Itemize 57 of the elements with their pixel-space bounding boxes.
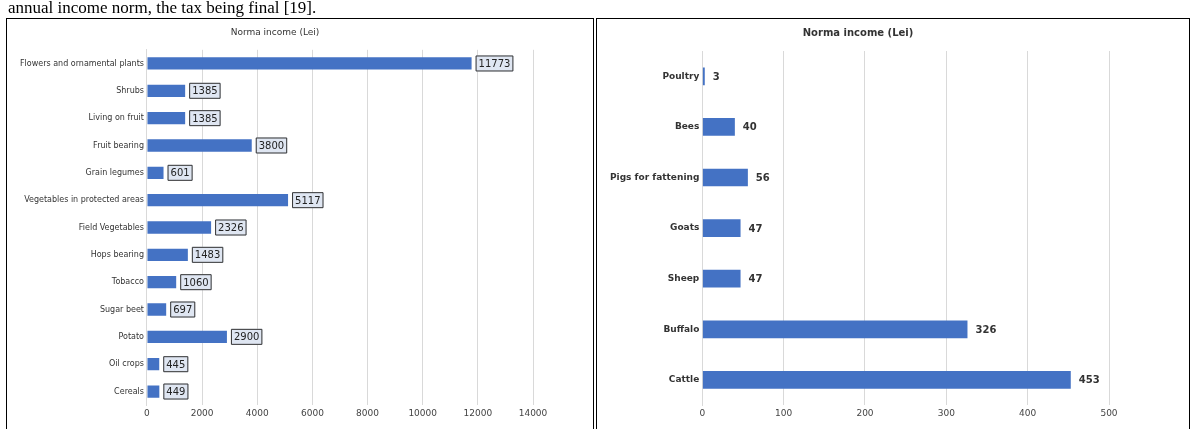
y-tick-label: Hops bearing [90, 249, 144, 259]
data-label: 2326 [218, 222, 244, 234]
data-label: 453 [1078, 374, 1100, 386]
x-tick-label: 0 [144, 407, 151, 418]
x-tick-label: 8000 [356, 407, 380, 418]
x-tick-label: 4000 [245, 407, 269, 418]
y-tick-label: Fruit bearing [93, 140, 144, 150]
x-tick-label: 10000 [408, 407, 438, 418]
data-label: 449 [166, 386, 186, 398]
y-tick-label: Oil crops [109, 359, 144, 369]
y-tick-label: Vegetables in protected areas [24, 195, 144, 205]
y-tick-label: Poultry [662, 70, 700, 81]
y-tick-label: Flowers and ornamental plants [19, 58, 144, 68]
y-tick-label: Cattle [668, 374, 700, 385]
y-tick-label: Field Vegetables [78, 222, 144, 232]
data-label: 40 [742, 121, 757, 133]
data-label: 697 [173, 304, 193, 316]
x-tick-label: 100 [775, 407, 793, 418]
data-label: 5117 [295, 194, 321, 206]
data-label: 47 [748, 273, 763, 285]
x-tick-label: 2000 [190, 407, 214, 418]
chart-title: Norma income (Lei) [230, 26, 320, 37]
data-label: 47 [748, 222, 763, 234]
text: annual income norm, the tax being final [19]. [8, 0, 317, 18]
data-label: 1385 [192, 85, 218, 97]
y-tick-label: Grain legumes [85, 167, 144, 177]
data-label: 601 [170, 167, 190, 179]
x-tick-label: 0 [699, 407, 706, 418]
data-label: 2900 [233, 331, 260, 343]
y-tick-label: Potato [118, 331, 145, 341]
x-tick-label: 14000 [518, 407, 548, 418]
y-tick-label: Tobacco [110, 277, 145, 287]
data-label: 3 [712, 70, 720, 82]
data-label: 1060 [183, 276, 209, 288]
y-tick-label: Cereals [114, 386, 144, 396]
data-label: 3800 [258, 140, 285, 152]
x-tick-label: 300 [937, 407, 956, 418]
x-tick-label: 12000 [463, 407, 493, 418]
x-tick-label: 6000 [300, 407, 325, 418]
y-tick-label: Shrubs [116, 85, 144, 95]
y-tick-label: Sugar beet [99, 304, 144, 314]
y-tick-label: Bees [674, 121, 700, 132]
data-label: 326 [975, 323, 997, 335]
data-label: 1483 [194, 249, 221, 261]
y-tick-label: Goats [670, 222, 700, 233]
y-tick-label: Living on fruit [88, 113, 144, 123]
data-label: 11773 [478, 58, 511, 70]
data-label: 56 [755, 172, 770, 184]
y-tick-label: Pigs for fattening [610, 171, 700, 182]
data-label: 1385 [192, 112, 218, 124]
chart-title: Norma income (Lei) [802, 26, 914, 38]
x-tick-label: 200 [856, 407, 874, 418]
data-label: 445 [166, 358, 186, 370]
y-tick-label: Sheep [667, 273, 700, 284]
x-tick-label: 500 [1100, 407, 1118, 418]
y-tick-label: Buffalo [663, 323, 700, 334]
x-tick-label: 400 [1019, 407, 1037, 418]
